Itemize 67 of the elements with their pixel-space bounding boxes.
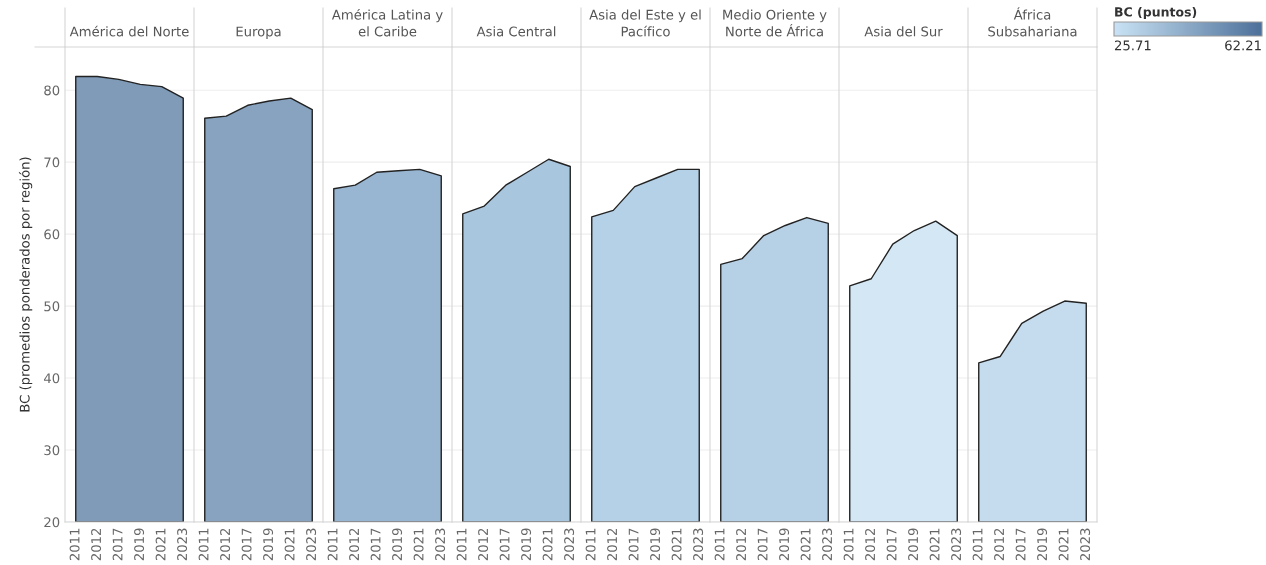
x-tick-label: 2021 [671, 528, 682, 561]
chart-title: América del Norte [69, 25, 189, 37]
x-tick-label: 2019 [650, 528, 661, 561]
x-tick-label: 2023 [693, 528, 704, 561]
x-tick-label: 2021 [413, 528, 424, 561]
y-axis-title: BC (promedios ponderados por región) [18, 157, 33, 412]
x-tick-label: 2021 [800, 528, 811, 561]
color-bar-label: 25.71 [1114, 40, 1151, 51]
x-tick-label: 2017 [628, 528, 639, 561]
x-tick-label: 2012 [220, 528, 231, 561]
x-tick-label: 2023 [435, 528, 446, 561]
x-tick-label: 2019 [134, 528, 145, 561]
color-bar-label: 62.21 [1225, 40, 1261, 51]
x-tick-label: 2019 [1037, 528, 1048, 561]
x-tick-label: 2021 [1058, 528, 1069, 561]
x-tick-label: 2012 [478, 528, 489, 561]
x-tick-label: 2011 [327, 528, 338, 561]
x-tick-label: 2021 [284, 528, 295, 561]
x-tick-label: 2017 [1015, 528, 1026, 561]
x-tick-label: 2019 [392, 528, 403, 561]
x-tick-label: 2017 [241, 528, 252, 561]
x-tick-label: 2021 [155, 528, 166, 561]
x-tick-label: 2017 [499, 528, 510, 561]
chart-title: Asia Central [476, 26, 556, 37]
y-tick-label: 80 [44, 85, 60, 96]
x-tick-label: 2017 [370, 528, 381, 561]
x-tick-label: 2012 [865, 528, 876, 561]
x-tick-label: 2021 [542, 528, 553, 561]
x-tick-label: 2019 [263, 528, 274, 561]
x-tick-label: 2012 [607, 528, 618, 561]
x-tick-label: 2011 [456, 528, 467, 561]
chart-title: América Latina y el Caribe [331, 8, 443, 37]
x-tick-label: 2019 [908, 528, 919, 561]
x-tick-label: 2023 [951, 528, 962, 561]
x-tick-label: 2011 [714, 528, 725, 561]
x-tick-label: 2011 [585, 528, 596, 561]
color-bar-title: BC (puntos) [1115, 6, 1197, 20]
x-tick-label: 2019 [779, 528, 790, 561]
x-tick-label: 2011 [69, 528, 80, 561]
y-tick-label: 40 [43, 373, 60, 384]
x-tick-label: 2023 [1080, 528, 1091, 561]
chart-title: África Subsahariana [988, 7, 1077, 37]
y-tick-label: 30 [44, 445, 60, 456]
chart-title: Asia del Sur [864, 26, 943, 37]
x-tick-label: 2023 [564, 528, 575, 561]
x-tick-label: 2011 [198, 528, 209, 561]
y-tick-label: 60 [44, 229, 60, 240]
x-tick-label: 2012 [349, 528, 360, 561]
x-tick-label: 2023 [177, 528, 188, 561]
x-tick-label: 2021 [929, 528, 940, 561]
x-tick-label: 2017 [886, 528, 897, 561]
x-tick-label: 2012 [91, 528, 102, 561]
x-tick-label: 2011 [972, 528, 983, 561]
x-tick-label: 2023 [822, 528, 833, 561]
chart-title: Europa [236, 26, 281, 39]
chart-title: Asia del Este y el Pacífico [589, 9, 701, 37]
x-tick-label: 2017 [112, 528, 123, 561]
y-tick-label: 20 [44, 517, 60, 528]
x-tick-label: 2012 [736, 528, 747, 561]
x-tick-label: 2017 [757, 528, 768, 561]
y-tick-label: 70 [44, 157, 60, 168]
x-tick-label: 2012 [994, 528, 1005, 561]
x-tick-label: 2011 [843, 528, 854, 561]
x-tick-label: 2019 [521, 528, 532, 561]
x-tick-label: 2023 [306, 528, 317, 561]
y-tick-label: 50 [44, 301, 60, 312]
chart-title: Medio Oriente y Norte de África [723, 9, 827, 37]
